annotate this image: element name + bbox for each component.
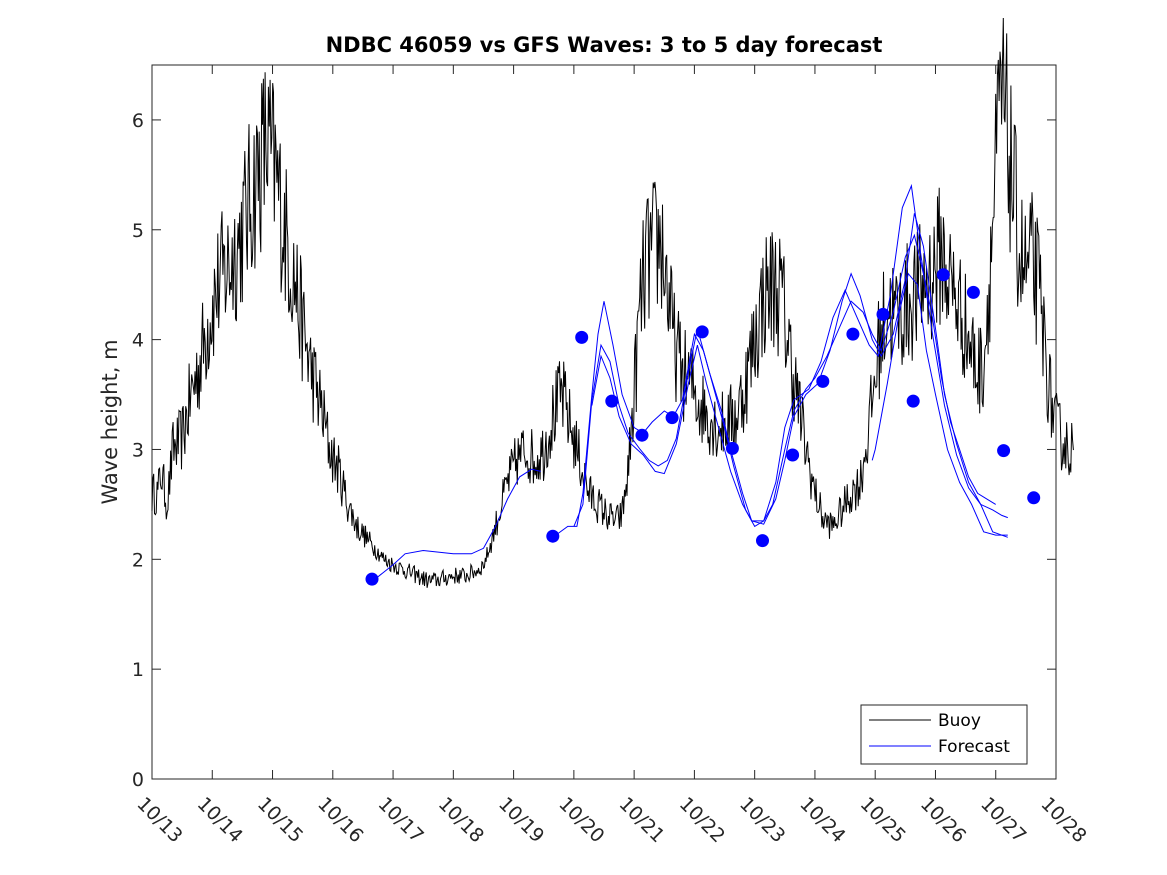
- forecast-line-run-1: [374, 468, 541, 580]
- forecast-marker: [665, 411, 679, 425]
- chart-title: NDBC 46059 vs GFS Waves: 3 to 5 day fore…: [326, 33, 883, 57]
- legend-box: [860, 704, 1028, 765]
- forecast-marker: [876, 307, 890, 321]
- y-tick-label: 3: [132, 439, 144, 461]
- forecast-marker: [816, 374, 830, 388]
- forecast-series: [374, 183, 1008, 580]
- forecast-marker: [725, 441, 739, 455]
- forecast-line-run-5: [871, 272, 1008, 536]
- forecast-marker: [575, 330, 589, 344]
- forecast-marker: [936, 268, 950, 282]
- forecast-line-run-4: [591, 183, 1008, 538]
- y-tick-label: 1: [132, 659, 144, 681]
- forecast-marker: [546, 529, 560, 543]
- forecast-marker: [966, 285, 980, 299]
- forecast-marker: [635, 428, 649, 442]
- y-tick-label: 0: [132, 769, 144, 791]
- forecast-markers: [365, 268, 1041, 586]
- buoy-series: [151, 17, 1074, 588]
- legend-forecast-label: Forecast: [938, 737, 1010, 757]
- forecast-marker: [786, 448, 800, 462]
- forecast-line-run-3: [573, 213, 1008, 527]
- forecast-marker: [365, 572, 379, 586]
- buoy-line: [151, 17, 1074, 588]
- forecast-marker: [997, 444, 1011, 458]
- y-axis-label: Wave height, m: [98, 339, 122, 504]
- axes-box: [151, 64, 1057, 780]
- y-tick-label: 4: [132, 330, 144, 352]
- y-tick-label: 2: [132, 549, 144, 571]
- y-tick-label: 6: [132, 110, 144, 132]
- legend: Buoy Forecast: [860, 704, 1028, 765]
- forecast-marker: [1027, 491, 1041, 505]
- forecast-line-run-2: [555, 233, 996, 536]
- forecast-marker: [906, 394, 920, 408]
- legend-buoy-label: Buoy: [938, 711, 981, 731]
- forecast-marker: [695, 325, 709, 339]
- y-axis: 0 1 2 3 4 5 6: [132, 110, 1056, 791]
- y-tick-label: 5: [132, 220, 144, 242]
- forecast-marker: [846, 327, 860, 341]
- forecast-marker: [605, 394, 619, 408]
- forecast-marker: [756, 534, 769, 548]
- plot-area: [151, 17, 1074, 780]
